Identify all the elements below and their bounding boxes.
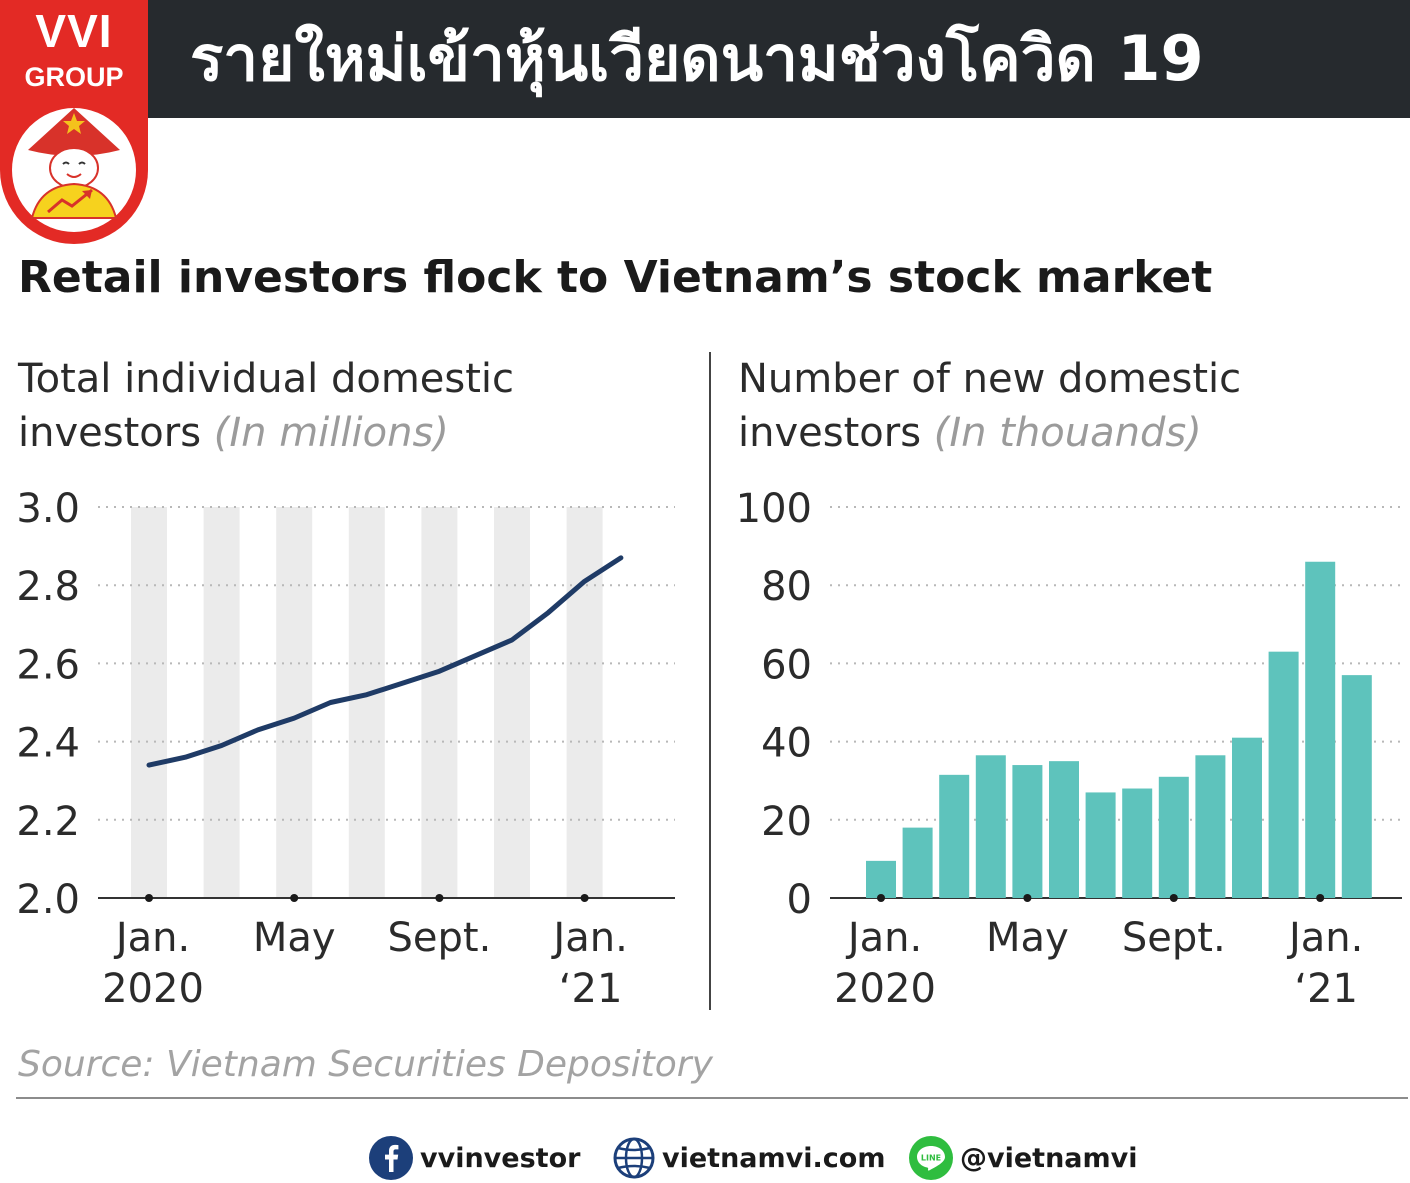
right-chart-unit: (In thouands) xyxy=(934,410,1202,456)
chart-band xyxy=(349,507,385,898)
bar-2020-12 xyxy=(1269,652,1299,898)
chart-headline: Retail investors flock to Vietnam’s stoc… xyxy=(18,246,1212,310)
x-tick-label: Sept. xyxy=(1122,915,1226,961)
footer-line[interactable]: LINE @vietnamvi xyxy=(908,1133,1138,1183)
bar-2021-01 xyxy=(1305,562,1335,898)
y-tick-label: 2.0 xyxy=(16,877,80,923)
chart-band xyxy=(276,507,312,898)
bar-2020-09 xyxy=(1159,777,1189,898)
y-tick-label: 2.8 xyxy=(16,564,80,610)
x-tick-dot xyxy=(877,894,885,902)
x-tick-label: Sept. xyxy=(388,915,492,961)
y-tick-label: 2.6 xyxy=(16,642,80,688)
banner-title: รายใหม่เข้าหุ้นเวียดนามช่วงโควิด 19 xyxy=(190,14,1400,104)
x-tick-label: Jan. xyxy=(1286,915,1363,961)
svg-text:LINE: LINE xyxy=(921,1154,941,1163)
chart-divider xyxy=(709,352,711,1010)
x-tick-label-year: ‘21 xyxy=(559,966,623,1012)
bar-2020-03 xyxy=(939,775,969,898)
chart-band xyxy=(131,507,167,898)
footer-website[interactable]: vietnamvi.com xyxy=(612,1133,885,1183)
y-tick-label: 3.0 xyxy=(16,486,80,532)
y-tick-label: 80 xyxy=(761,564,812,610)
x-tick-dot xyxy=(1023,894,1031,902)
vvi-group-logo: VVI GROUP xyxy=(0,0,150,245)
y-tick-label: 2.2 xyxy=(16,799,80,845)
bar-chart-new-investors: 100 80 60 40 20 0 Jan. 2020 May Sept. Jan. ‘21 xyxy=(712,470,1410,1030)
bar-2021-02 xyxy=(1342,675,1372,898)
x-tick-dot xyxy=(435,894,443,902)
line-app-icon: LINE xyxy=(908,1135,954,1181)
x-tick-label-year: 2020 xyxy=(102,966,204,1012)
bar-2020-07 xyxy=(1086,792,1116,898)
y-tick-label: 0 xyxy=(787,877,812,923)
source-note: Source: Vietnam Securities Depository xyxy=(18,1040,713,1090)
x-tick-label: Jan. xyxy=(550,915,627,961)
chart-band xyxy=(421,507,457,898)
right-chart-title-line1: Number of new domestic xyxy=(738,352,1241,406)
left-chart-unit: (In millions) xyxy=(214,410,449,456)
bar-2020-01 xyxy=(866,861,896,898)
x-tick-dot xyxy=(290,894,298,902)
line-chart-total-investors: 3.0 2.8 2.6 2.4 2.2 2.0 Jan. 2020 May Sept. Jan. ‘2… xyxy=(0,470,705,1030)
x-tick-dot xyxy=(1316,894,1324,902)
right-chart-title: Number of new domestic investors (In tho… xyxy=(738,352,1241,460)
x-tick-dot xyxy=(145,894,153,902)
logo-text-vvi: VVI xyxy=(0,6,148,56)
facebook-icon xyxy=(368,1135,414,1181)
y-tick-label: 20 xyxy=(761,799,812,845)
y-tick-label: 100 xyxy=(736,486,812,532)
y-tick-label: 60 xyxy=(761,642,812,688)
x-tick-dot xyxy=(1170,894,1178,902)
chart-band xyxy=(567,507,603,898)
y-tick-label: 2.4 xyxy=(16,721,80,767)
x-tick-label-year: ‘21 xyxy=(1294,966,1358,1012)
left-chart-title-line2: investors (In millions) xyxy=(18,406,514,460)
bar-2020-08 xyxy=(1122,789,1152,898)
bar-2020-02 xyxy=(903,828,933,898)
bar-2020-10 xyxy=(1195,755,1225,898)
bar-2020-11 xyxy=(1232,738,1262,898)
x-tick-label: May xyxy=(986,915,1069,961)
logo-text-group: GROUP xyxy=(0,62,148,92)
facebook-handle: vvinvestor xyxy=(420,1143,580,1174)
line-handle: @vietnamvi xyxy=(960,1143,1138,1174)
chart-band xyxy=(494,507,530,898)
x-tick-label: Jan. xyxy=(845,915,922,961)
x-tick-dot xyxy=(581,894,589,902)
left-chart-title-line2-text: investors xyxy=(18,410,201,456)
bar-2020-06 xyxy=(1049,761,1079,898)
right-chart-title-line2: investors (In thouands) xyxy=(738,406,1241,460)
globe-icon xyxy=(612,1136,656,1180)
left-chart-title-line1: Total individual domestic xyxy=(18,352,514,406)
x-tick-label: Jan. xyxy=(113,915,190,961)
footer-facebook[interactable]: vvinvestor xyxy=(368,1133,580,1183)
left-chart-title: Total individual domestic investors (In … xyxy=(18,352,514,460)
x-tick-label: May xyxy=(253,915,336,961)
bar-2020-05 xyxy=(1012,765,1042,898)
footer-divider xyxy=(16,1097,1408,1099)
right-chart-title-line2-text: investors xyxy=(738,410,921,456)
website-url: vietnamvi.com xyxy=(662,1143,885,1174)
chart-band xyxy=(204,507,240,898)
title-banner: รายใหม่เข้าหุ้นเวียดนามช่วงโควิด 19 xyxy=(0,0,1410,118)
x-tick-label-year: 2020 xyxy=(834,966,936,1012)
bar-2020-04 xyxy=(976,755,1006,898)
y-tick-label: 40 xyxy=(761,721,812,767)
